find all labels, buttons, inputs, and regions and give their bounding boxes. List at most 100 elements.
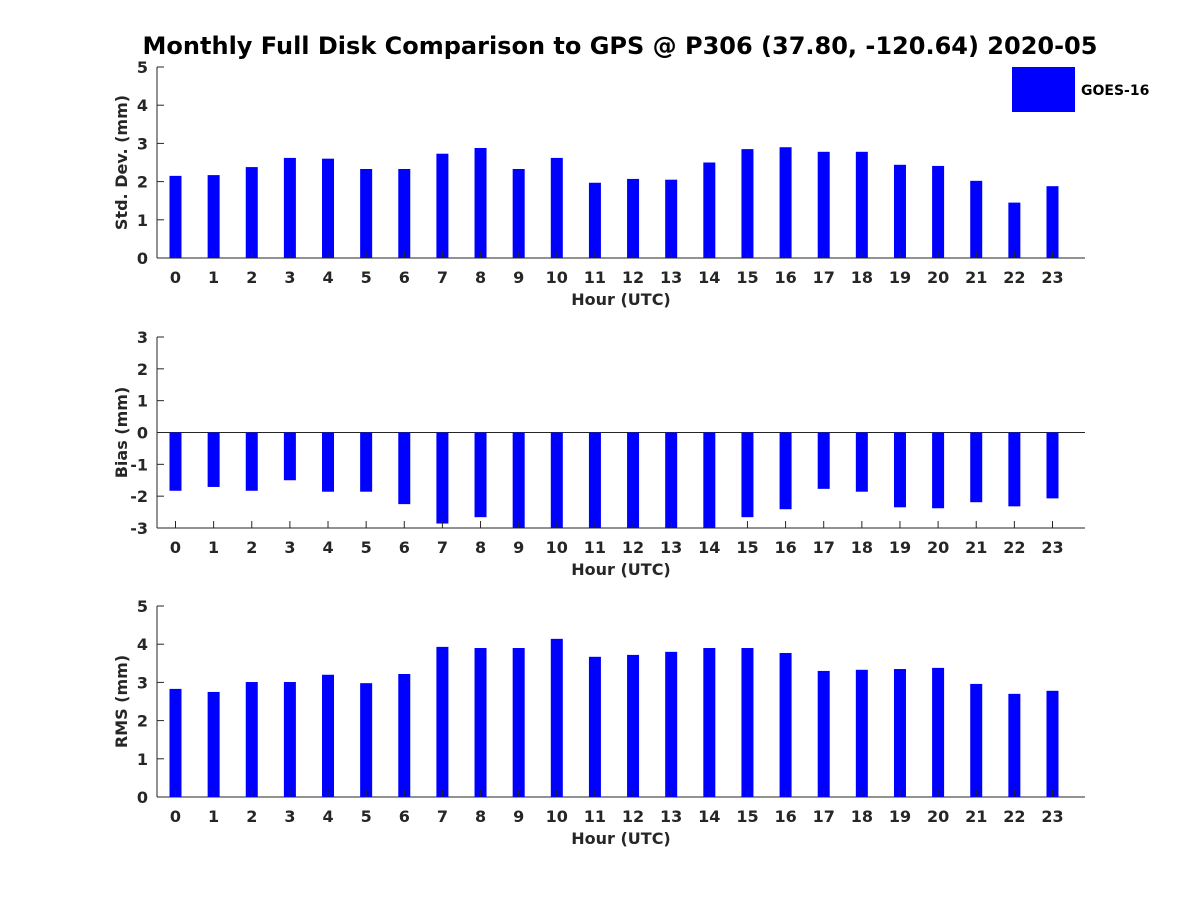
bar-hour-2: [245, 167, 258, 258]
bar-hour-4: [322, 432, 335, 492]
y-tick-label: 0: [137, 249, 148, 268]
x-tick-label: 6: [399, 268, 410, 287]
bar-hour-18: [855, 669, 868, 797]
x-tick-label: 11: [584, 807, 606, 826]
x-tick-label: 0: [170, 268, 181, 287]
bar-hour-0: [169, 175, 182, 258]
bar-hour-2: [245, 682, 258, 797]
bar-hour-16: [779, 432, 792, 510]
bar-hour-20: [932, 667, 945, 797]
bar-hour-19: [893, 164, 906, 258]
bar-hour-20: [932, 432, 945, 509]
x-tick-label: 17: [813, 807, 835, 826]
x-tick-label: 21: [965, 268, 987, 287]
x-tick-label: 12: [622, 807, 644, 826]
x-tick-label: 9: [513, 268, 524, 287]
bar-hour-1: [207, 691, 220, 797]
y-tick-label: -2: [130, 487, 148, 506]
y-tick-label: 5: [137, 58, 148, 77]
x-tick-label: 10: [546, 538, 568, 557]
bar-hour-14: [703, 432, 716, 528]
x-tick-label: 17: [813, 538, 835, 557]
y-tick-label: -1: [130, 455, 148, 474]
bar-hour-19: [893, 669, 906, 797]
x-tick-label: 1: [208, 807, 219, 826]
bar-hour-17: [817, 670, 830, 797]
x-tick-label: 12: [622, 268, 644, 287]
x-tick-label: 22: [1003, 807, 1025, 826]
y-tick-label: 0: [137, 788, 148, 807]
bar-hour-4: [322, 674, 335, 797]
bar-hour-20: [932, 165, 945, 258]
bar-hour-13: [665, 432, 678, 528]
x-tick-label: 6: [399, 807, 410, 826]
x-tick-label: 11: [584, 268, 606, 287]
bar-hour-2: [245, 432, 258, 491]
y-tick-label: 3: [137, 134, 148, 153]
y-tick-label: 2: [137, 173, 148, 192]
bar-hour-12: [627, 178, 640, 258]
x-tick-label: 8: [475, 268, 486, 287]
x-tick-label: 16: [774, 807, 796, 826]
y-tick-label: 4: [137, 635, 148, 654]
bar-hour-5: [360, 168, 373, 258]
bar-hour-10: [550, 157, 563, 258]
y-tick-label: 1: [137, 211, 148, 230]
bar-hour-14: [703, 162, 716, 258]
x-tick-label: 7: [437, 268, 448, 287]
bar-hour-15: [741, 648, 754, 797]
bar-hour-12: [627, 654, 640, 797]
x-tick-label: 10: [546, 807, 568, 826]
x-tick-label: 3: [284, 807, 295, 826]
x-tick-label: 8: [475, 538, 486, 557]
x-tick-label: 15: [736, 807, 758, 826]
x-tick-label: 12: [622, 538, 644, 557]
y-tick-label: 3: [137, 673, 148, 692]
bar-hour-17: [817, 432, 830, 489]
bar-hour-23: [1046, 432, 1059, 499]
bar-hour-9: [512, 648, 525, 797]
x-tick-label: 13: [660, 538, 682, 557]
x-tick-label: 7: [437, 807, 448, 826]
y-tick-label: 3: [137, 328, 148, 347]
x-tick-label: 2: [246, 268, 257, 287]
x-tick-label: 1: [208, 538, 219, 557]
x-tick-label: 23: [1041, 538, 1063, 557]
y-tick-label: -3: [130, 519, 148, 538]
bar-hour-0: [169, 432, 182, 491]
x-tick-label: 2: [246, 538, 257, 557]
bar-hour-13: [665, 651, 678, 797]
bar-hour-3: [283, 682, 296, 797]
x-tick-label: 18: [851, 538, 873, 557]
bar-hour-1: [207, 175, 220, 258]
bar-hour-7: [436, 432, 449, 524]
bar-hour-0: [169, 688, 182, 797]
bar-hour-6: [398, 673, 411, 797]
bar-hour-3: [283, 432, 296, 481]
bar-hour-6: [398, 168, 411, 258]
x-tick-label: 3: [284, 268, 295, 287]
x-tick-label: 13: [660, 807, 682, 826]
bar-hour-21: [970, 180, 983, 258]
x-tick-label: 19: [889, 807, 911, 826]
bar-hour-11: [588, 432, 601, 528]
bar-hour-7: [436, 646, 449, 797]
x-tick-label: 2: [246, 807, 257, 826]
x-tick-label: 0: [170, 807, 181, 826]
legend-swatch: [1012, 67, 1075, 112]
bar-hour-23: [1046, 186, 1059, 258]
x-tick-label: 23: [1041, 268, 1063, 287]
bar-hour-15: [741, 432, 754, 518]
x-tick-label: 11: [584, 538, 606, 557]
legend-label: GOES-16: [1081, 83, 1149, 99]
x-tick-label: 9: [513, 538, 524, 557]
x-tick-label: 14: [698, 538, 720, 557]
x-tick-label: 22: [1003, 268, 1025, 287]
bar-hour-6: [398, 432, 411, 505]
y-axis-label: Bias (mm): [112, 387, 131, 479]
x-tick-label: 19: [889, 268, 911, 287]
